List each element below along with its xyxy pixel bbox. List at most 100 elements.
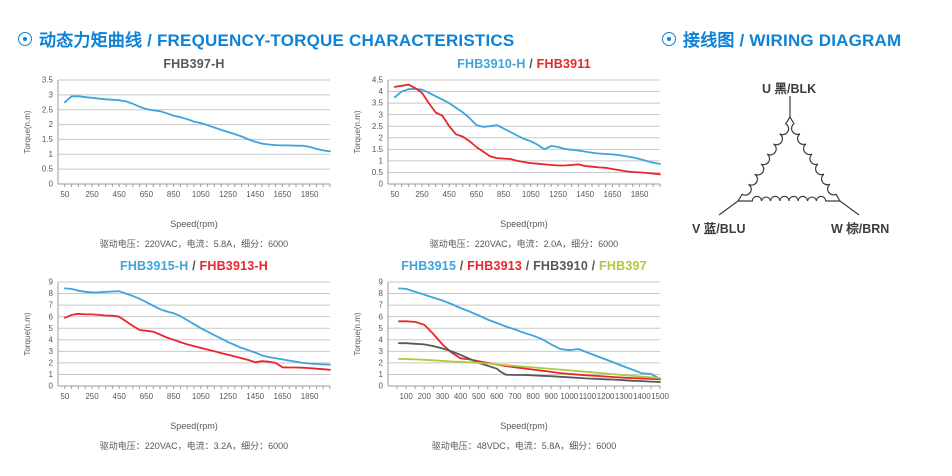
svg-text:6: 6	[49, 312, 54, 321]
wiring-label-v: V 蓝/BLU	[692, 222, 746, 236]
svg-text:2: 2	[49, 120, 54, 129]
svg-text:1: 1	[379, 370, 384, 379]
chart-title-part: /	[188, 259, 200, 273]
chart-title-part: /	[588, 259, 600, 273]
svg-text:1: 1	[379, 156, 384, 165]
svg-text:850: 850	[497, 190, 511, 199]
svg-text:450: 450	[443, 190, 457, 199]
delta-winding-drawing	[718, 96, 860, 216]
svg-text:Torque(n.m): Torque(n.m)	[23, 110, 32, 153]
svg-text:8: 8	[379, 289, 384, 298]
svg-text:0: 0	[379, 180, 384, 189]
svg-text:3: 3	[379, 110, 384, 119]
svg-text:7: 7	[379, 301, 384, 310]
svg-text:1.5: 1.5	[372, 145, 384, 154]
chart-title-part: FHB3910	[533, 259, 588, 273]
svg-text:650: 650	[140, 190, 154, 199]
circle-dot-icon	[18, 31, 32, 46]
svg-text:250: 250	[85, 190, 99, 199]
chart-caption: 驱动电压：220VAC，电流：3.2A，细分：6000	[99, 441, 289, 451]
svg-text:1450: 1450	[576, 190, 594, 199]
svg-text:400: 400	[454, 392, 468, 401]
svg-text:1050: 1050	[192, 190, 210, 199]
svg-text:50: 50	[60, 190, 69, 199]
svg-text:4.5: 4.5	[372, 76, 384, 85]
svg-text:0: 0	[49, 180, 54, 189]
chart-title: FHB3915-H / FHB3913-H	[58, 258, 330, 274]
svg-text:100: 100	[399, 392, 413, 401]
chart-plot: 0 0.5 1 1.5 2 2.5 3 3.5 4 4.5 50 250 450 650 850 1050 12…	[353, 76, 661, 199]
chart-title-part: FHB3911	[536, 57, 591, 71]
svg-text:4: 4	[49, 335, 54, 344]
svg-text:0: 0	[379, 382, 384, 391]
svg-text:1850: 1850	[631, 190, 649, 199]
chart-caption: 驱动电压：48VDC，电流：5.8A，细分：6000	[431, 441, 617, 451]
chart-fhb397-h: FHB397-H 0 0.5 1 1.5 2 2.5 3 3.5 50 250 450 650 850 1…	[20, 56, 350, 249]
svg-text:450: 450	[113, 392, 127, 401]
svg-text:250: 250	[85, 392, 99, 401]
svg-text:3: 3	[49, 90, 54, 99]
chart-caption: 驱动电压：220VAC，电流：2.0A，细分：6000	[429, 239, 619, 249]
svg-text:1050: 1050	[192, 392, 210, 401]
svg-text:1650: 1650	[604, 190, 622, 199]
svg-text:2.5: 2.5	[372, 122, 384, 131]
chart-plot: 0 1 2 3 4 5 6 7 8 9 100 200 300 400 500 600 700 800 900 100…	[353, 278, 669, 401]
svg-text:800: 800	[526, 392, 540, 401]
svg-text:2.5: 2.5	[42, 105, 54, 114]
svg-text:1250: 1250	[549, 190, 567, 199]
chart-title-part: /	[456, 259, 468, 273]
svg-text:600: 600	[490, 392, 504, 401]
chart-title-part: FHB3910-H	[457, 57, 526, 71]
x-axis-label: Speed(rpm)	[500, 421, 548, 431]
chart-title-part: FHB3915-H	[119, 259, 189, 273]
svg-text:200: 200	[418, 392, 432, 401]
circle-dot-icon	[662, 31, 676, 46]
svg-text:50: 50	[390, 190, 399, 199]
svg-text:6: 6	[379, 312, 384, 321]
svg-text:8: 8	[49, 289, 54, 298]
section-heading-wiring-label: 接线图 / WIRING DIAGRAM	[683, 31, 902, 50]
svg-text:3.5: 3.5	[372, 99, 384, 108]
svg-text:1200: 1200	[597, 392, 615, 401]
svg-text:0: 0	[49, 382, 54, 391]
svg-text:1450: 1450	[246, 392, 264, 401]
svg-text:2: 2	[379, 358, 384, 367]
svg-text:Torque(n.m): Torque(n.m)	[23, 312, 32, 355]
chart-title: FHB3910-H / FHB3911	[388, 56, 660, 72]
svg-text:1: 1	[49, 370, 54, 379]
svg-text:300: 300	[436, 392, 450, 401]
svg-text:4: 4	[379, 87, 384, 96]
svg-text:1250: 1250	[219, 190, 237, 199]
section-heading-wiring: 接线图 / WIRING DIAGRAM	[662, 26, 901, 51]
svg-text:9: 9	[49, 278, 54, 287]
svg-text:1850: 1850	[301, 392, 319, 401]
svg-text:1.5: 1.5	[42, 135, 54, 144]
svg-text:Torque(n.m): Torque(n.m)	[353, 110, 362, 153]
chart-plot: 0 0.5 1 1.5 2 2.5 3 3.5 50 250 450 650 850 1050 1250 14…	[23, 76, 331, 199]
chart-title-part: /	[525, 57, 537, 71]
svg-text:5: 5	[379, 324, 384, 333]
svg-text:2: 2	[49, 358, 54, 367]
wiring-label-u: U 黑/BLK	[762, 82, 817, 96]
svg-text:900: 900	[545, 392, 559, 401]
svg-text:3: 3	[49, 347, 54, 356]
svg-text:250: 250	[415, 190, 429, 199]
svg-text:500: 500	[472, 392, 486, 401]
chart-plot: 0 1 2 3 4 5 6 7 8 9 50 250 450 650 850 1050 1250 1450 1650…	[23, 278, 331, 401]
svg-text:1000: 1000	[560, 392, 578, 401]
svg-text:9: 9	[379, 278, 384, 287]
chart-title: FHB397-H	[58, 56, 330, 72]
svg-text:850: 850	[167, 190, 181, 199]
chart-fhb3915-h-fhb3913-h: FHB3915-H / FHB3913-H 0 1 2 3 4 5 6 7 8 9 50 250 450…	[20, 258, 350, 451]
svg-text:1300: 1300	[615, 392, 633, 401]
svg-text:1450: 1450	[246, 190, 264, 199]
chart-title: FHB3915 / FHB3913 / FHB3910 / FHB397	[388, 258, 660, 274]
chart-title-part: FHB3913	[467, 259, 523, 273]
svg-text:700: 700	[508, 392, 522, 401]
svg-text:850: 850	[167, 392, 181, 401]
chart-title-part: /	[522, 259, 534, 273]
wiring-diagram: U 黑/BLK V 蓝/BLU W 棕/BRN	[690, 70, 952, 245]
chart-title-part: FHB397-H	[163, 57, 225, 71]
